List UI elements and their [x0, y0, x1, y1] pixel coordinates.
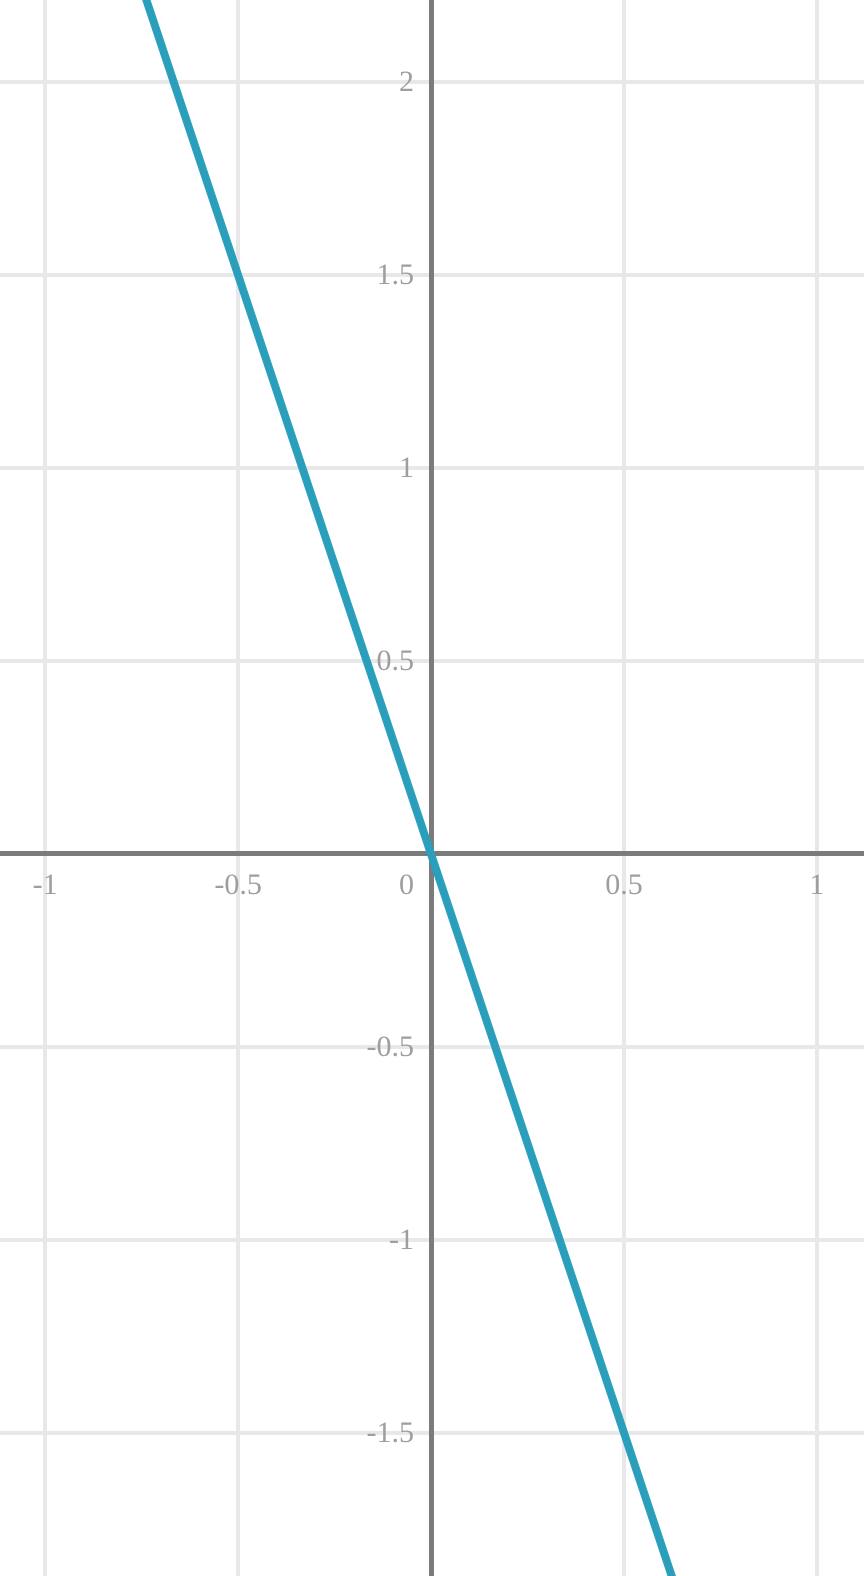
gridline-vertical	[43, 0, 48, 1576]
gridline-vertical	[621, 0, 626, 1576]
y-tick-label: -0.5	[366, 1029, 415, 1063]
gridline-vertical	[814, 0, 819, 1576]
x-tick-label: 1	[809, 867, 825, 901]
y-tick-label: 1.5	[376, 258, 415, 292]
y-tick-label: 2	[399, 65, 415, 99]
x-tick-label: 0.5	[605, 867, 643, 901]
y-axis	[428, 0, 434, 1576]
y-tick-label: 0.5	[376, 644, 415, 678]
gridline-vertical	[236, 0, 241, 1576]
y-tick-label: -1	[389, 1222, 415, 1256]
y-tick-label: 1	[399, 451, 415, 485]
origin-label: 0	[399, 867, 415, 901]
x-tick-label: -0.5	[214, 867, 262, 901]
x-tick-label: -1	[32, 867, 58, 901]
y-tick-label: -1.5	[366, 1415, 415, 1449]
